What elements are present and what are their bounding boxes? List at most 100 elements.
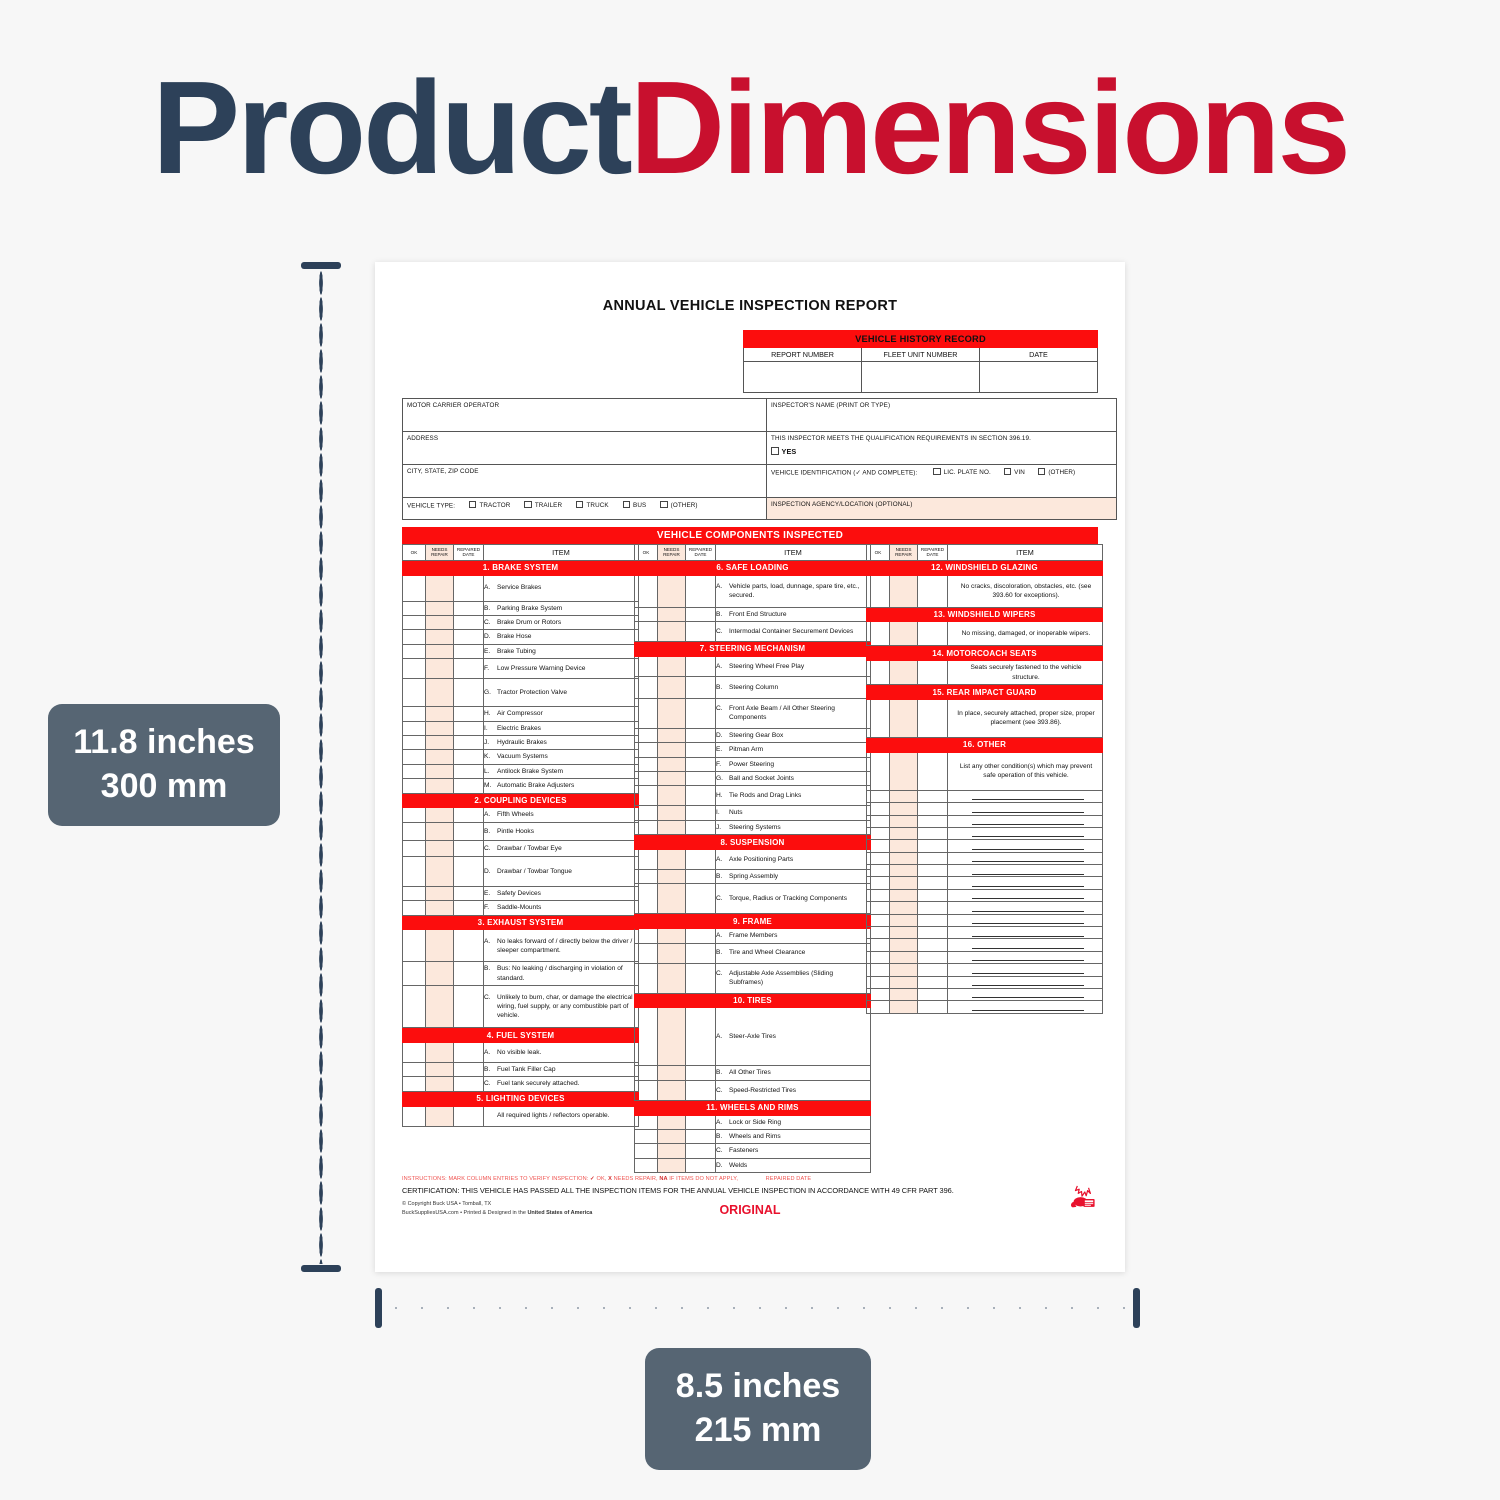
- cell-needs-repair[interactable]: [657, 883, 686, 915]
- cell-repaired-date[interactable]: [453, 749, 484, 765]
- cell-repaired-date[interactable]: [685, 928, 716, 944]
- cell-repaired-date[interactable]: [917, 987, 948, 1002]
- checkbox-icon-bus[interactable]: [622, 500, 631, 508]
- cell-needs-repair[interactable]: [425, 614, 454, 631]
- cell-needs-repair[interactable]: [889, 950, 918, 965]
- cell-repaired-date[interactable]: [685, 1114, 716, 1130]
- cell-ok[interactable]: [866, 660, 890, 686]
- cell-needs-repair[interactable]: [657, 675, 686, 699]
- cell-ok[interactable]: [866, 987, 890, 1002]
- cell-repaired-date[interactable]: [685, 785, 716, 807]
- cell-ok[interactable]: [866, 925, 890, 940]
- cell-repaired-date[interactable]: [685, 883, 716, 915]
- cell-repaired-date[interactable]: [685, 655, 716, 677]
- cell-needs-repair[interactable]: [425, 629, 454, 645]
- cell-needs-repair[interactable]: [889, 888, 918, 903]
- cell-repaired-date[interactable]: [917, 913, 948, 928]
- checkbox-icon-vehicle-other[interactable]: [660, 500, 668, 508]
- cell-ok[interactable]: [634, 1065, 658, 1081]
- cell-ok[interactable]: [634, 675, 658, 699]
- cell-ok[interactable]: [402, 749, 426, 765]
- cell-ok[interactable]: [402, 961, 426, 987]
- cell-ok[interactable]: [402, 1062, 426, 1078]
- cell-repaired-date[interactable]: [917, 876, 948, 890]
- cell-repaired-date[interactable]: [917, 925, 948, 940]
- cell-repaired-date[interactable]: [453, 1062, 484, 1078]
- cell-ok[interactable]: [634, 1157, 658, 1174]
- cell-repaired-date[interactable]: [685, 1079, 716, 1101]
- cell-repaired-date[interactable]: [453, 720, 484, 737]
- cell-repaired-date[interactable]: [453, 778, 484, 794]
- write-in-line[interactable]: [947, 864, 1103, 878]
- cell-needs-repair[interactable]: [657, 928, 686, 944]
- write-in-line[interactable]: [947, 802, 1103, 816]
- vehicle-type-bus[interactable]: BUS: [622, 500, 647, 509]
- cell-needs-repair[interactable]: [425, 735, 454, 751]
- cell-ok[interactable]: [402, 600, 426, 617]
- checkbox-icon-tractor[interactable]: [468, 500, 477, 508]
- cell-ok[interactable]: [402, 900, 426, 916]
- cell-needs-repair[interactable]: [425, 749, 454, 765]
- cell-needs-repair[interactable]: [889, 975, 918, 989]
- checkbox-icon-vid-other[interactable]: [1037, 467, 1046, 475]
- cell-ok[interactable]: [866, 698, 890, 738]
- cell-needs-repair[interactable]: [425, 1062, 454, 1078]
- cell-ok[interactable]: [634, 805, 658, 821]
- cell-ok[interactable]: [866, 975, 890, 989]
- cell-ok[interactable]: [402, 574, 426, 602]
- cell-repaired-date[interactable]: [453, 885, 484, 902]
- cell-repaired-date[interactable]: [453, 961, 484, 987]
- cell-needs-repair[interactable]: [425, 900, 454, 916]
- cell-repaired-date[interactable]: [917, 802, 948, 816]
- write-in-line[interactable]: [947, 876, 1103, 890]
- write-in-line[interactable]: [947, 851, 1103, 866]
- cell-needs-repair[interactable]: [889, 963, 918, 977]
- cell-repaired-date[interactable]: [917, 621, 948, 647]
- cell-ok[interactable]: [866, 802, 890, 816]
- cell-needs-repair[interactable]: [657, 819, 686, 836]
- cell-ok[interactable]: [402, 735, 426, 751]
- cell-ok[interactable]: [866, 963, 890, 977]
- vhr-input-report-number[interactable]: [743, 361, 862, 393]
- cell-repaired-date[interactable]: [453, 839, 484, 857]
- cell-ok[interactable]: [866, 888, 890, 903]
- cell-ok[interactable]: [866, 950, 890, 965]
- cell-repaired-date[interactable]: [453, 629, 484, 645]
- cell-needs-repair[interactable]: [657, 655, 686, 677]
- cell-needs-repair[interactable]: [889, 1000, 918, 1014]
- cell-repaired-date[interactable]: [917, 660, 948, 686]
- cell-repaired-date[interactable]: [685, 849, 716, 870]
- cell-needs-repair[interactable]: [425, 961, 454, 987]
- cell-needs-repair[interactable]: [889, 938, 918, 952]
- cell-repaired-date[interactable]: [685, 1157, 716, 1174]
- cell-repaired-date[interactable]: [917, 826, 948, 841]
- cell-needs-repair[interactable]: [425, 706, 454, 722]
- cell-needs-repair[interactable]: [889, 864, 918, 878]
- cell-ok[interactable]: [402, 706, 426, 722]
- cell-repaired-date[interactable]: [453, 929, 484, 963]
- cell-ok[interactable]: [866, 938, 890, 952]
- write-in-line[interactable]: [947, 925, 1103, 940]
- cell-ok[interactable]: [402, 658, 426, 680]
- vehicle-type-trailer[interactable]: TRAILER: [524, 500, 562, 509]
- cell-ok[interactable]: [634, 655, 658, 677]
- cell-needs-repair[interactable]: [657, 1157, 686, 1174]
- checkbox-icon-truck[interactable]: [575, 500, 584, 508]
- field-inspector-name[interactable]: INSPECTOR'S NAME (PRINT OR TYPE): [766, 398, 1117, 432]
- cell-ok[interactable]: [634, 742, 658, 758]
- write-in-line[interactable]: [947, 950, 1103, 965]
- cell-ok[interactable]: [634, 785, 658, 807]
- write-in-line[interactable]: [947, 963, 1103, 977]
- cell-ok[interactable]: [402, 885, 426, 902]
- cell-ok[interactable]: [866, 574, 890, 608]
- cell-ok[interactable]: [634, 1128, 658, 1145]
- cell-ok[interactable]: [402, 807, 426, 823]
- cell-needs-repair[interactable]: [425, 807, 454, 823]
- cell-repaired-date[interactable]: [453, 678, 484, 708]
- cell-ok[interactable]: [402, 821, 426, 841]
- cell-ok[interactable]: [634, 621, 658, 642]
- cell-repaired-date[interactable]: [685, 942, 716, 964]
- checkbox-icon-lic-plate[interactable]: [933, 467, 941, 475]
- cell-needs-repair[interactable]: [657, 868, 686, 885]
- cell-needs-repair[interactable]: [657, 942, 686, 964]
